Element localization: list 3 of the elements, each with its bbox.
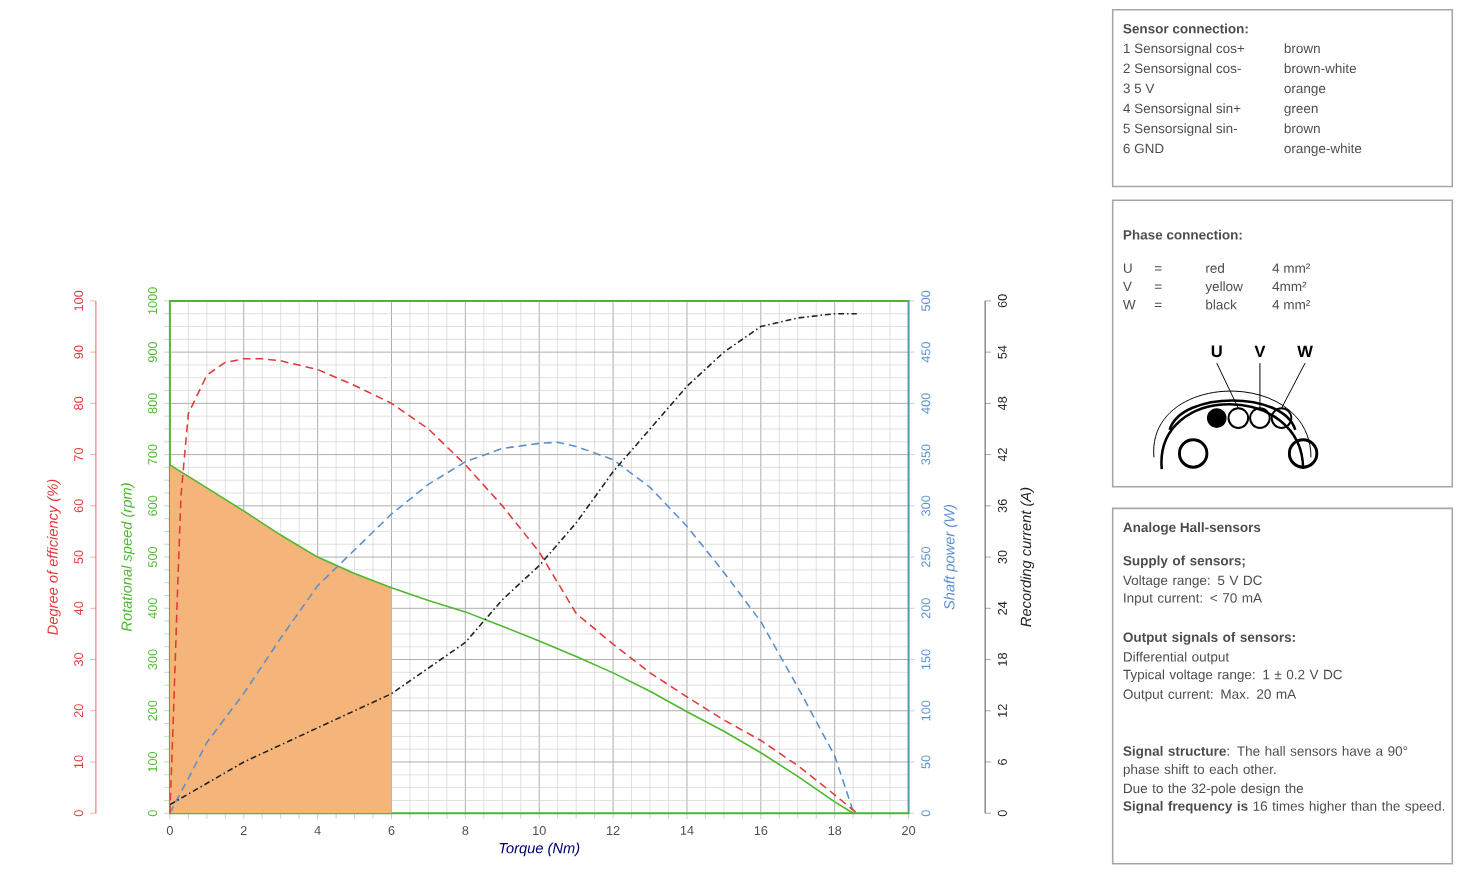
text: V xyxy=(1254,345,1266,358)
text: U xyxy=(1211,345,1222,358)
text: W xyxy=(1297,345,1313,358)
